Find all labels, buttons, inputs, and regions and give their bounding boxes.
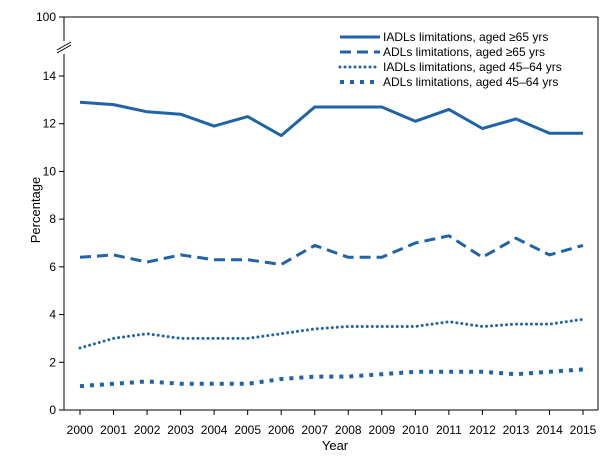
series-line-3 [78, 317, 585, 350]
series-line-1 [79, 100, 583, 138]
legend-label-3: IADLs limitations, aged 45–64 yrs [383, 60, 562, 74]
x-tick-label: 2015 [570, 423, 597, 437]
legend-label-2: ADLs limitations, aged ≥65 yrs [383, 45, 545, 59]
y-axis-title: Percentage [28, 177, 43, 244]
y-tick-label: 10 [43, 164, 57, 178]
axis-break-mark [56, 41, 72, 51]
x-axis-title: Year [322, 438, 349, 453]
x-tick-label: 2006 [268, 423, 295, 437]
x-tick-label: 2000 [67, 423, 94, 437]
x-tick-label: 2004 [201, 423, 228, 437]
x-tick-label: 2001 [100, 423, 127, 437]
x-tick-label: 2012 [469, 423, 496, 437]
x-tick-label: 2002 [134, 423, 161, 437]
x-tick-label: 2008 [335, 423, 362, 437]
series-line-2 [79, 234, 584, 266]
x-tick-label: 2003 [167, 423, 194, 437]
y-tick-label: 6 [49, 260, 56, 274]
y-tick-label: 4 [49, 308, 56, 322]
axes: 0 2 4 6 8 10 12 14 100 2000 2001 2002 2003 2004 2005 20… [36, 10, 599, 437]
legend-label-4: ADLs limitations, aged 45–64 yrs [383, 75, 558, 89]
series-line-4 [79, 367, 584, 389]
y-tick-label: 100 [36, 10, 56, 24]
y-tick-label: 8 [49, 212, 56, 226]
y-tick-label: 0 [49, 403, 56, 417]
y-tick-label: 2 [49, 355, 56, 369]
x-tick-label: 2007 [301, 423, 328, 437]
x-tick-label: 2011 [436, 423, 462, 437]
series-lines [78, 100, 585, 389]
legend-label-1: IADLs limitations, aged ≥65 yrs [383, 30, 548, 44]
x-tick-label: 2005 [234, 423, 261, 437]
axis-break-mark [56, 44, 72, 54]
x-tick-label: 2009 [368, 423, 395, 437]
y-tick-label: 14 [43, 69, 57, 83]
y-tick-label: 12 [43, 117, 57, 131]
x-tick-label: 2014 [536, 423, 563, 437]
x-tick-label: 2010 [402, 423, 429, 437]
x-tick-label: 2013 [503, 423, 530, 437]
